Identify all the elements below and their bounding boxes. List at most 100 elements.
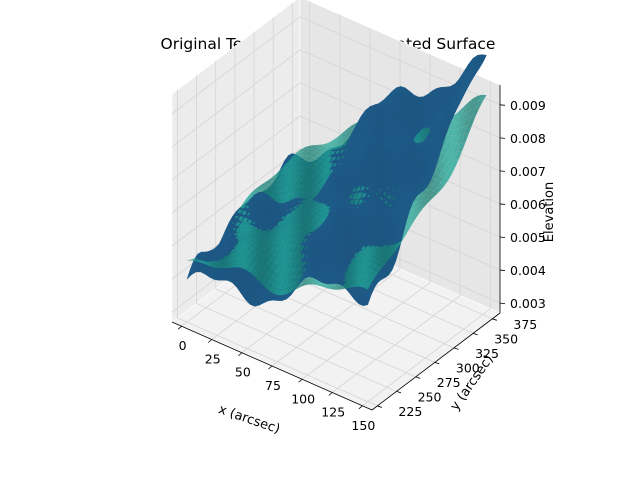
surface-b-cell — [239, 227, 247, 233]
surface-b-cell — [369, 248, 378, 251]
surface-b-cell — [406, 212, 415, 222]
surface-b-cell — [308, 278, 316, 282]
surface-b-cell — [358, 254, 367, 261]
surface-b-cell — [218, 262, 227, 269]
surface-b-cell — [260, 255, 269, 264]
surface-b-cell — [190, 258, 199, 260]
surface-b-cell — [384, 254, 393, 260]
surface-b-cell — [353, 272, 362, 281]
surface-b-cell — [409, 201, 418, 211]
surface-b-cell — [275, 171, 284, 178]
surface-b-cell — [254, 272, 263, 282]
surface-b-cell — [277, 164, 286, 173]
surface-b-cell — [279, 237, 288, 245]
surface-b-cell — [364, 261, 373, 267]
surface-b-cell — [278, 185, 287, 193]
surface-b-cell — [286, 259, 295, 268]
surface-b-cell — [308, 176, 316, 184]
surface-b-cell — [273, 234, 282, 240]
surface-b-cell — [282, 259, 291, 268]
surface-b-cell — [307, 204, 316, 207]
surface-b-cell — [271, 280, 280, 289]
x-tick-label: 25 — [205, 351, 221, 366]
surface-b-cell — [291, 155, 300, 163]
surface-b-cell — [379, 253, 388, 258]
surface-b-cell — [284, 243, 293, 252]
surface-b-cell — [254, 233, 263, 236]
surface-b-cell — [291, 259, 300, 268]
z-tick-label: 0.003 — [510, 296, 546, 311]
surface-b-cell — [340, 281, 349, 290]
x-tick — [238, 352, 243, 357]
surface-b-cell — [335, 135, 343, 143]
surface-b-cell — [253, 237, 262, 241]
surface-b-cell — [289, 210, 298, 219]
surface-b-cell — [446, 129, 455, 136]
surface-b-cell — [305, 210, 314, 215]
surface-b-cell — [345, 263, 354, 273]
surface-b-cell — [352, 253, 361, 262]
surface-b-cell — [303, 196, 312, 201]
surface-b-cell — [448, 118, 457, 126]
surface-b-cell — [359, 256, 368, 263]
surface-b-cell — [327, 142, 335, 148]
surface-b-cell — [315, 203, 324, 205]
surface-b-cell — [443, 134, 451, 142]
surface-b-cell — [365, 248, 374, 252]
surface-b-cell — [464, 123, 473, 134]
surface-b-cell — [313, 209, 322, 214]
surface-b-cell — [238, 222, 246, 228]
surface-b-cell — [291, 177, 299, 185]
surface-b-cell — [313, 145, 322, 146]
surface-b-cell — [279, 192, 288, 200]
surface-b-cell — [312, 179, 321, 187]
surface-b-cell — [286, 177, 295, 186]
surface-b-cell — [235, 231, 244, 238]
surface-b-cell — [316, 152, 325, 158]
surface-b-cell — [272, 224, 281, 230]
surface-b-cell — [280, 244, 289, 252]
surface-b-cell — [261, 232, 270, 235]
surface-b-cell — [293, 207, 302, 215]
surface-b-cell — [239, 249, 248, 255]
surface-b-cell — [248, 251, 257, 260]
y-tick — [492, 318, 497, 321]
surface-b-cell — [370, 250, 379, 255]
surface-b-cell — [297, 190, 306, 197]
surface-a-cell — [362, 294, 372, 307]
surface-b-cell — [267, 232, 276, 236]
surface-b-cell — [437, 152, 445, 162]
surface-b-cell — [310, 203, 319, 205]
surface-b-cell — [246, 241, 255, 246]
surface-b-cell — [317, 207, 326, 211]
surface-b-cell — [296, 229, 305, 237]
surface-b-cell — [260, 230, 269, 233]
surface-b-cell — [249, 239, 258, 243]
surface-b-cell — [250, 242, 259, 249]
surface-b-cell — [375, 251, 384, 256]
surface-b-cell — [318, 146, 327, 150]
surface-b-cell — [307, 197, 316, 201]
surface-b-cell — [310, 147, 319, 151]
surface-b-cell — [452, 135, 460, 144]
surface-b-cell — [311, 216, 320, 224]
surface-b-cell — [465, 98, 473, 109]
surface-b-cell — [435, 175, 444, 184]
surface-b-cell — [269, 263, 278, 272]
surface-b-cell — [377, 246, 386, 250]
surface-b-cell — [295, 223, 304, 230]
surface-b-cell — [316, 175, 325, 183]
surface-b-cell — [368, 245, 377, 249]
surface-b-cell — [339, 131, 348, 141]
surface-b-cell — [426, 195, 435, 200]
x-tick — [268, 365, 273, 370]
surface-b-cell — [361, 266, 370, 273]
surface-b-cell — [292, 236, 301, 244]
surface-b-cell — [280, 282, 289, 290]
surface-b-cell — [292, 206, 301, 214]
surface-b-cell — [380, 257, 389, 264]
surface-b-cell — [378, 249, 387, 254]
surface-b-cell — [255, 245, 264, 252]
surface-b-cell — [303, 278, 312, 283]
surface-b-cell — [324, 150, 333, 156]
